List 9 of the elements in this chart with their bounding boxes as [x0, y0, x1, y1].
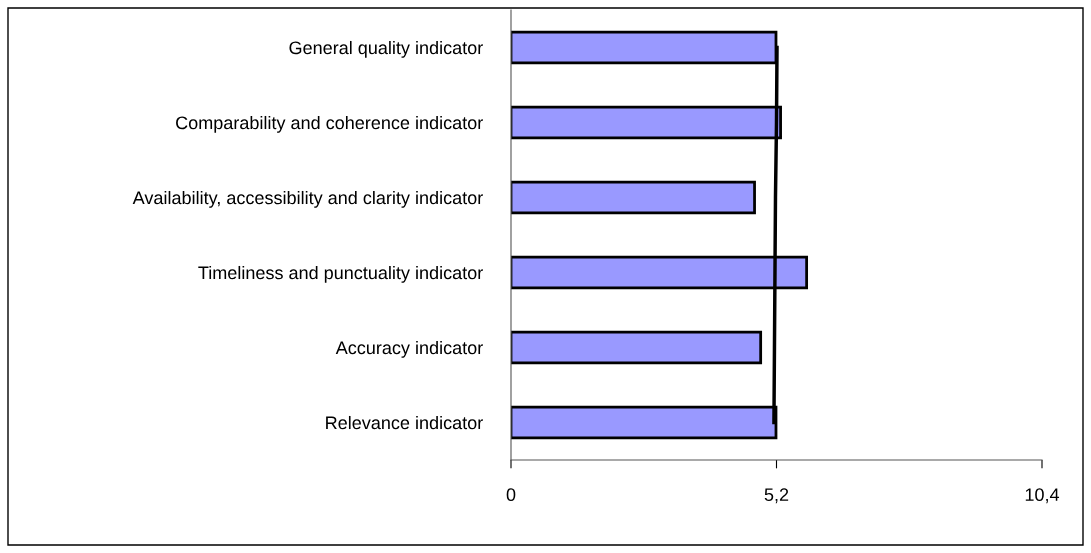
y-tick-label: Comparability and coherence indicator — [176, 115, 483, 133]
y-tick-label: Timeliness and punctuality indicator — [198, 265, 483, 283]
x-tick-label: 5,2 — [764, 488, 789, 504]
y-tick-label: Accuracy indicator — [335, 340, 483, 358]
y-tick-label: General quality indicator — [289, 40, 483, 58]
x-tick-label: 10,4 — [1025, 488, 1060, 504]
x-tick-label: 0 — [506, 488, 516, 502]
y-tick-label: Availability, accessibility and clarity indicator — [132, 190, 483, 208]
y-tick-label: Relevance indicator — [326, 415, 483, 430]
